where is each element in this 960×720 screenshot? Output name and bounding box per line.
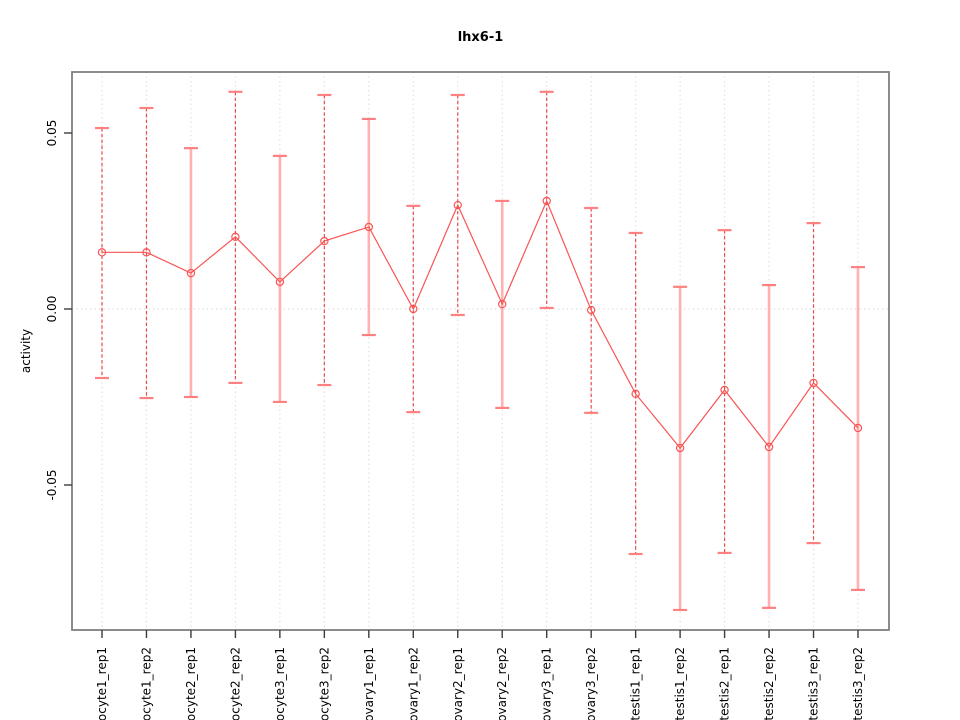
x-tick-label: ovary2_rep1 — [451, 647, 465, 720]
data-point-marker — [586, 305, 596, 315]
data-point-marker — [231, 232, 240, 242]
data-series-line — [102, 199, 859, 450]
data-point-marker — [720, 385, 729, 395]
data-point-marker — [764, 442, 774, 452]
data-point-marker — [453, 200, 462, 210]
chart-title: lhx6-1 — [457, 30, 504, 45]
y-tick-label: -0.05 — [45, 469, 59, 500]
data-point-marker — [631, 389, 640, 399]
data-point-marker — [809, 378, 818, 388]
x-tick-label: ovary1_rep1 — [362, 647, 376, 720]
x-tick-label: oocyte2_rep2 — [228, 647, 242, 720]
x-tick-label: ovary2_rep2 — [495, 647, 509, 720]
data-point-marker — [409, 304, 418, 314]
x-tick-label: ovary3_rep1 — [540, 647, 554, 720]
y-tick-label: 0.00 — [45, 296, 59, 323]
data-point-marker — [320, 236, 329, 246]
x-tick-label: testis3_rep1 — [807, 647, 821, 720]
data-point-marker — [498, 299, 507, 309]
data-point-marker — [675, 443, 685, 453]
x-tick-label: oocyte3_rep1 — [273, 647, 287, 720]
x-tick-label: testis2_rep1 — [718, 647, 732, 720]
x-tick-label: testis1_rep2 — [673, 647, 687, 720]
plot-border — [71, 71, 890, 631]
x-tick-label: testis2_rep2 — [762, 647, 776, 720]
data-point-marker — [275, 277, 285, 287]
data-point-marker — [186, 268, 196, 278]
data-point-marker — [97, 248, 107, 257]
x-tick-label: testis3_rep2 — [851, 647, 865, 720]
x-tick-label: ovary3_rep2 — [584, 647, 598, 720]
data-point-marker — [364, 222, 374, 232]
x-tick-label: testis1_rep1 — [629, 647, 643, 720]
data-point-marker — [542, 196, 551, 206]
x-tick-label: oocyte1_rep2 — [139, 647, 153, 720]
x-tick-label: ovary1_rep2 — [406, 647, 420, 720]
x-tick-label: oocyte1_rep1 — [95, 647, 109, 720]
data-point-marker — [853, 423, 863, 433]
x-tick-label: oocyte3_rep2 — [317, 647, 331, 720]
data-point-marker — [142, 248, 151, 257]
x-tick-label: oocyte2_rep1 — [184, 647, 198, 720]
y-tick-label: 0.05 — [45, 120, 59, 147]
